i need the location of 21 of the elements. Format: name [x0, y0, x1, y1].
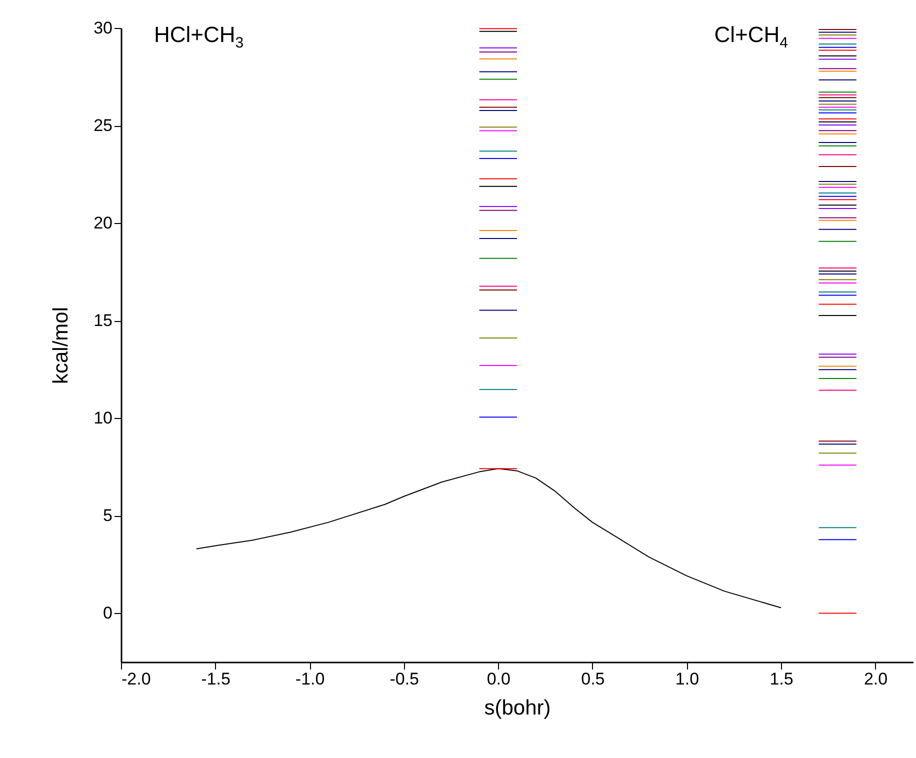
x-tick-label: 2.0	[864, 670, 888, 688]
x-tick-label: -1.5	[201, 670, 230, 688]
x-tick-label: 0.0	[486, 670, 510, 688]
annotation: Cl+CH$_{4}$	[714, 22, 788, 52]
y-tick-label: 15	[94, 311, 112, 330]
x-tick-label: -0.5	[390, 670, 420, 688]
x-tick-label: 1.0	[675, 670, 700, 688]
x-tick-label: 0.5	[581, 670, 605, 688]
y-axis-title: kcal/mol	[50, 306, 73, 384]
x-tick-label: 1.5	[770, 670, 794, 688]
y-tick-label: 0	[103, 604, 112, 623]
y-tick-label: 25	[94, 116, 112, 136]
annotation: HCl+CH$_{3}$	[154, 22, 244, 52]
x-tick-label: -1.0	[295, 670, 325, 688]
x-tick-label: -2.0	[122, 670, 151, 688]
y-tick-label: 30	[94, 18, 112, 38]
x-axis-title: s(bohr)	[484, 696, 551, 720]
y-tick-label: 5	[103, 506, 112, 526]
y-tick-label: 10	[94, 408, 112, 428]
line-series	[196, 468, 782, 608]
y-tick-label: 20	[94, 214, 112, 233]
